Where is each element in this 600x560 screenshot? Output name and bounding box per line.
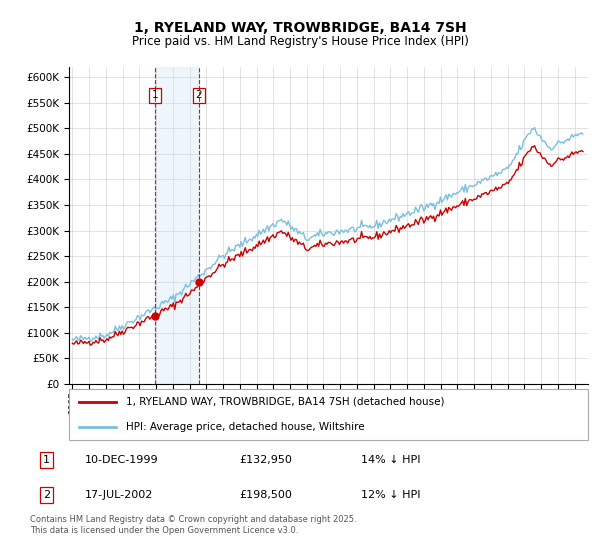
Text: 17-JUL-2002: 17-JUL-2002	[85, 490, 154, 500]
Bar	[155, 67, 199, 384]
Text: Price paid vs. HM Land Registry's House Price Index (HPI): Price paid vs. HM Land Registry's House …	[131, 35, 469, 48]
Text: 2: 2	[43, 490, 50, 500]
Text: £198,500: £198,500	[240, 490, 293, 500]
FancyBboxPatch shape	[69, 389, 588, 440]
Text: 2: 2	[196, 90, 202, 100]
Text: HPI: Average price, detached house, Wiltshire: HPI: Average price, detached house, Wilt…	[126, 422, 365, 432]
Text: 1: 1	[152, 90, 158, 100]
Text: £132,950: £132,950	[240, 455, 293, 465]
Text: Contains HM Land Registry data © Crown copyright and database right 2025.
This d: Contains HM Land Registry data © Crown c…	[30, 515, 356, 535]
Text: 1, RYELAND WAY, TROWBRIDGE, BA14 7SH: 1, RYELAND WAY, TROWBRIDGE, BA14 7SH	[134, 21, 466, 35]
Text: 1: 1	[43, 455, 50, 465]
Text: 10-DEC-1999: 10-DEC-1999	[85, 455, 159, 465]
Text: 14% ↓ HPI: 14% ↓ HPI	[361, 455, 421, 465]
Text: 1, RYELAND WAY, TROWBRIDGE, BA14 7SH (detached house): 1, RYELAND WAY, TROWBRIDGE, BA14 7SH (de…	[126, 397, 445, 407]
Text: 12% ↓ HPI: 12% ↓ HPI	[361, 490, 421, 500]
